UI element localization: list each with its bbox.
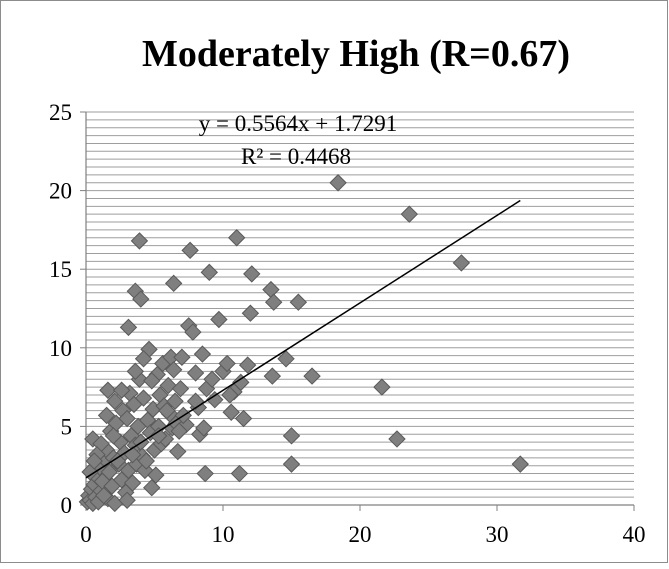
data-point <box>373 378 391 396</box>
y-tick-label: 15 <box>49 257 72 282</box>
data-point <box>200 263 219 282</box>
data-point <box>85 452 103 470</box>
data-point <box>97 406 116 425</box>
data-point <box>164 361 183 379</box>
data-point <box>164 274 183 293</box>
y-tick-label: 10 <box>49 336 72 361</box>
data-point <box>222 403 240 421</box>
data-point <box>108 452 127 470</box>
x-tick-label: 30 <box>486 522 509 547</box>
data-point <box>130 232 149 250</box>
data-point <box>143 372 161 390</box>
data-point <box>132 290 150 308</box>
data-point <box>303 367 321 385</box>
data-point <box>159 376 177 395</box>
data-point <box>134 389 153 407</box>
y-tick-label: 20 <box>49 179 72 204</box>
x-tick-label: 40 <box>623 522 646 547</box>
data-point <box>196 464 214 483</box>
data-point <box>104 427 123 445</box>
data-point <box>230 464 249 483</box>
data-point <box>221 386 239 404</box>
y-tick-label: 0 <box>61 493 73 518</box>
data-point <box>241 304 260 322</box>
trend-layer <box>85 199 521 479</box>
x-tick-label: 0 <box>80 522 92 547</box>
data-point <box>210 310 228 329</box>
data-point <box>173 348 191 366</box>
data-point <box>277 350 295 368</box>
y-tick-label: 25 <box>49 100 72 125</box>
data-point <box>227 229 246 247</box>
data-point <box>289 293 308 311</box>
data-point <box>118 491 136 509</box>
data-point <box>184 323 202 341</box>
data-point <box>232 373 250 392</box>
x-tick-label: 10 <box>212 522 235 547</box>
axes-layer: 0 5 10 15 20 25 0 10 20 30 40 <box>49 100 646 547</box>
data-point <box>169 442 187 461</box>
data-point <box>282 427 301 445</box>
data-point <box>119 318 138 337</box>
data-point <box>206 390 224 409</box>
data-point <box>181 241 199 260</box>
data-point <box>203 370 221 388</box>
chart-title: Moderately High (R=0.67) <box>142 33 570 75</box>
data-point <box>218 354 236 373</box>
data-point <box>452 254 471 272</box>
y-tick-label: 5 <box>61 414 73 439</box>
data-point <box>126 362 145 381</box>
data-point <box>234 409 253 428</box>
data-point <box>264 293 283 311</box>
data-point <box>99 381 117 399</box>
data-point <box>243 265 261 283</box>
data-point <box>147 466 165 484</box>
data-point <box>282 455 301 473</box>
data-point <box>195 419 213 437</box>
data-point <box>170 422 188 440</box>
data-point <box>186 364 205 382</box>
data-point <box>137 452 155 470</box>
data-point <box>149 427 168 445</box>
data-point <box>134 350 153 368</box>
data-point <box>329 174 347 192</box>
data-point <box>171 379 190 398</box>
data-point <box>95 486 113 505</box>
points-layer <box>78 174 529 513</box>
data-point <box>112 381 131 399</box>
data-point <box>158 401 176 420</box>
data-point <box>193 345 212 363</box>
trendline-r-squared: R² = 0.4468 <box>241 144 351 169</box>
trendline-equation: y = 0.5564x + 1.7291 <box>199 111 397 136</box>
data-point <box>238 356 257 374</box>
data-point <box>100 463 118 481</box>
data-point <box>400 205 419 223</box>
data-point <box>263 367 282 385</box>
trendline <box>85 199 521 479</box>
data-point <box>388 430 406 448</box>
x-tick-label: 20 <box>349 522 372 547</box>
data-point <box>118 409 136 428</box>
data-point <box>123 474 142 492</box>
data-point <box>106 392 124 410</box>
data-point <box>166 392 184 410</box>
data-point <box>511 455 529 473</box>
